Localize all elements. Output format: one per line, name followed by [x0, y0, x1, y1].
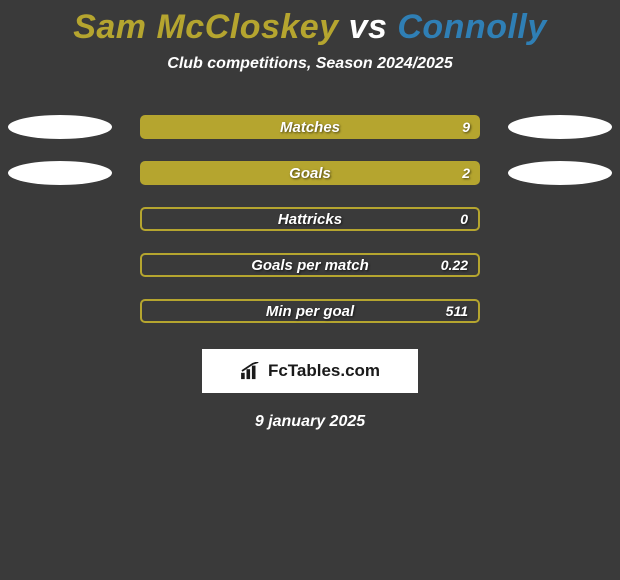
stat-label: Min per goal	[266, 303, 354, 320]
title-player2: Connolly	[397, 8, 546, 46]
stat-bar: Goals 2	[140, 161, 480, 185]
stat-value: 0	[460, 211, 468, 227]
stat-label: Matches	[280, 119, 340, 136]
stat-bar: Goals per match 0.22	[140, 253, 480, 277]
brand-badge[interactable]: FcTables.com	[202, 349, 418, 393]
player1-marker	[8, 161, 112, 185]
stat-value: 511	[446, 303, 468, 319]
player2-marker	[508, 161, 612, 185]
stat-row: Matches 9	[0, 115, 620, 139]
stat-row: Goals 2	[0, 161, 620, 185]
stat-rows: Matches 9 Goals 2 Hattricks 0 Goals per match 0…	[0, 115, 620, 323]
stat-row: Goals per match 0.22	[0, 253, 620, 277]
subtitle: Club competitions, Season 2024/2025	[167, 55, 452, 73]
stat-label: Goals	[289, 165, 331, 182]
stat-value: 2	[462, 165, 470, 181]
stat-row: Min per goal 511	[0, 299, 620, 323]
player2-marker	[508, 115, 612, 139]
page-title: Sam McCloskey vs Connolly	[73, 8, 547, 47]
chart-icon	[240, 362, 262, 380]
stat-row: Hattricks 0	[0, 207, 620, 231]
stat-bar: Matches 9	[140, 115, 480, 139]
player1-marker	[8, 115, 112, 139]
stat-value: 9	[462, 119, 470, 135]
stat-label: Hattricks	[278, 211, 342, 228]
date-text: 9 january 2025	[255, 413, 365, 431]
title-player1: Sam McCloskey	[73, 8, 338, 46]
stat-value: 0.22	[441, 257, 468, 273]
comparison-infographic: Sam McCloskey vs Connolly Club competiti…	[0, 0, 620, 431]
stat-label: Goals per match	[251, 257, 369, 274]
stat-bar: Hattricks 0	[140, 207, 480, 231]
brand-text: FcTables.com	[268, 361, 380, 381]
stat-bar: Min per goal 511	[140, 299, 480, 323]
title-vs: vs	[349, 8, 388, 46]
